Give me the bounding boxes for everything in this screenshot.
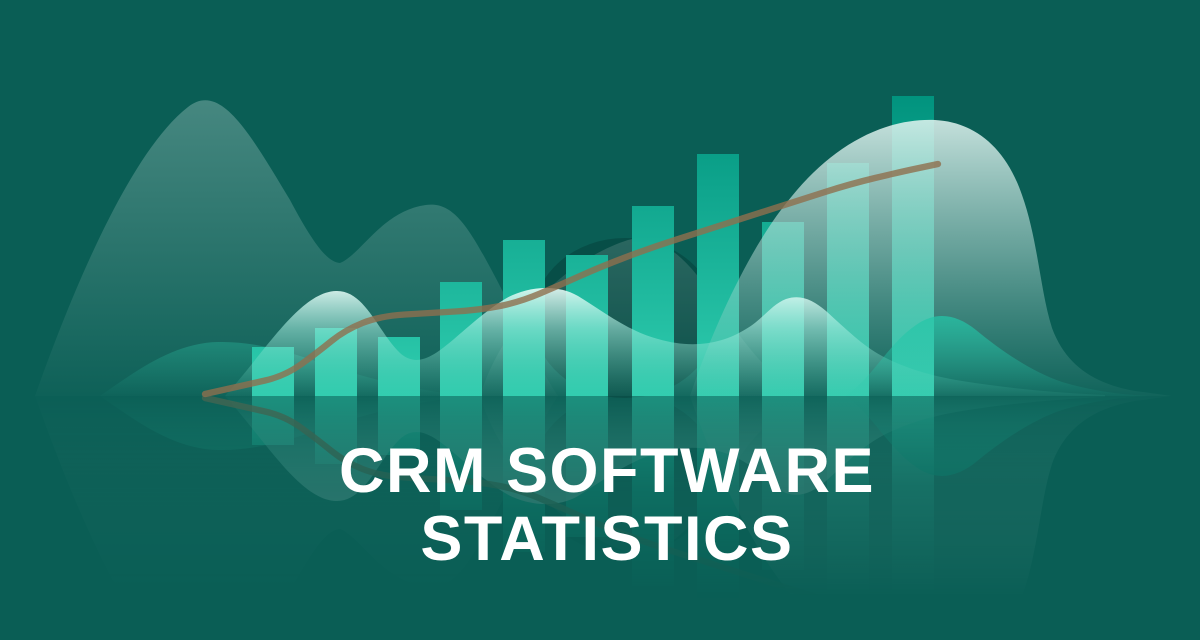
title-line-1: CRM SOFTWARE — [339, 436, 875, 506]
title-line-2: STATISTICS — [420, 504, 794, 574]
trend-line — [201, 160, 942, 398]
scene-group — [35, 96, 1172, 398]
page-title: CRM SOFTWARE STATISTICS — [7, 437, 1200, 573]
